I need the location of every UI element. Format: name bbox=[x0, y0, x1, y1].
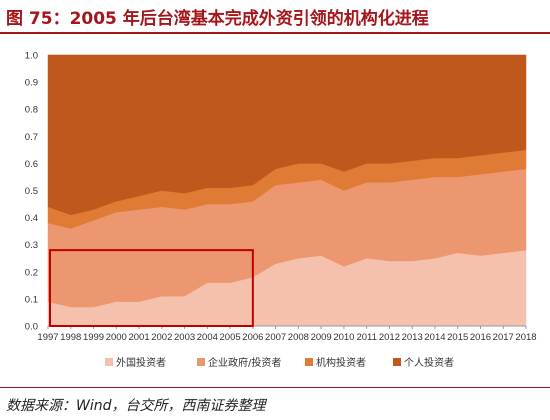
y-tick-label: 1.0 bbox=[25, 51, 38, 62]
x-tick-label: 2010 bbox=[333, 332, 354, 343]
x-tick-label: 2007 bbox=[265, 332, 286, 343]
x-tick-label: 2013 bbox=[402, 332, 423, 343]
legend-swatch-3 bbox=[393, 358, 401, 366]
stacked-area-chart: 0.00.10.20.30.40.50.60.70.80.91.0 1997 19… bbox=[25, 51, 537, 370]
legend-label-3: 个人投资者 bbox=[404, 356, 454, 369]
x-tick-label: 2008 bbox=[288, 332, 309, 343]
y-tick-label: 0.5 bbox=[25, 186, 38, 197]
footer-divider bbox=[0, 387, 550, 388]
x-tick-label: 1998 bbox=[60, 332, 81, 343]
y-tick-label: 0.3 bbox=[25, 240, 38, 251]
title-row: 图 75：2005 年后台湾基本完成外资引领的机构化进程 bbox=[0, 0, 550, 32]
y-tick-label: 0.6 bbox=[25, 159, 38, 170]
x-tick-label: 2005 bbox=[220, 332, 241, 343]
x-tick-label: 2003 bbox=[174, 332, 195, 343]
legend-label-0: 外国投资者 bbox=[116, 356, 166, 369]
x-tick-label: 2001 bbox=[128, 332, 149, 343]
legend-swatch-1 bbox=[197, 358, 205, 366]
legend-label-2: 机构投资者 bbox=[316, 356, 366, 369]
x-axis: 1997 1998 1999 2000 2001 2002 2003 2004 2005 2006… bbox=[37, 325, 537, 343]
x-tick-label: 1999 bbox=[83, 332, 104, 343]
y-tick-label: 0.9 bbox=[25, 78, 38, 89]
x-tick-label: 2000 bbox=[106, 332, 127, 343]
source-note: 数据来源：Wind，台交所，西南证券整理 bbox=[6, 398, 266, 414]
legend-swatch-2 bbox=[305, 358, 313, 366]
y-tick-label: 0.8 bbox=[25, 105, 38, 116]
y-tick-label: 0.4 bbox=[25, 213, 38, 224]
y-tick-label: 0.0 bbox=[25, 322, 38, 333]
chart-title: 图 75：2005 年后台湾基本完成外资引领的机构化进程 bbox=[6, 9, 429, 29]
highlight-box bbox=[49, 249, 254, 327]
legend-swatch-0 bbox=[105, 358, 113, 366]
legend-label-1: 企业政府/投资者 bbox=[208, 356, 281, 369]
x-tick-label: 2017 bbox=[493, 332, 514, 343]
x-tick-label: 2014 bbox=[424, 332, 445, 343]
title-divider bbox=[0, 32, 550, 34]
x-tick-label: 2004 bbox=[197, 332, 218, 343]
x-tick-label: 2016 bbox=[470, 332, 491, 343]
x-tick-label: 2018 bbox=[515, 332, 536, 343]
x-tick-label: 2011 bbox=[356, 332, 376, 343]
x-tick-label: 1997 bbox=[37, 332, 58, 343]
x-tick-label: 2012 bbox=[379, 332, 400, 343]
x-tick-label: 2009 bbox=[311, 332, 332, 343]
x-tick-label: 2002 bbox=[151, 332, 172, 343]
y-axis: 0.0 0.1 0.2 0.3 0.4 0.5 0.6 0.7 0.8 0.9 1.0 bbox=[25, 51, 38, 333]
area-series-group bbox=[47, 54, 527, 327]
y-tick-label: 0.2 bbox=[25, 267, 38, 278]
legend: 外国投资者 企业政府/投资者 机构投资者 个人投资者 bbox=[105, 356, 454, 369]
x-tick-label: 2015 bbox=[447, 332, 468, 343]
highlight-box-group bbox=[49, 249, 254, 327]
x-tick-label: 2006 bbox=[242, 332, 263, 343]
y-tick-label: 0.7 bbox=[25, 132, 38, 143]
area-series-3 bbox=[47, 54, 527, 216]
y-tick-label: 0.1 bbox=[25, 294, 38, 305]
